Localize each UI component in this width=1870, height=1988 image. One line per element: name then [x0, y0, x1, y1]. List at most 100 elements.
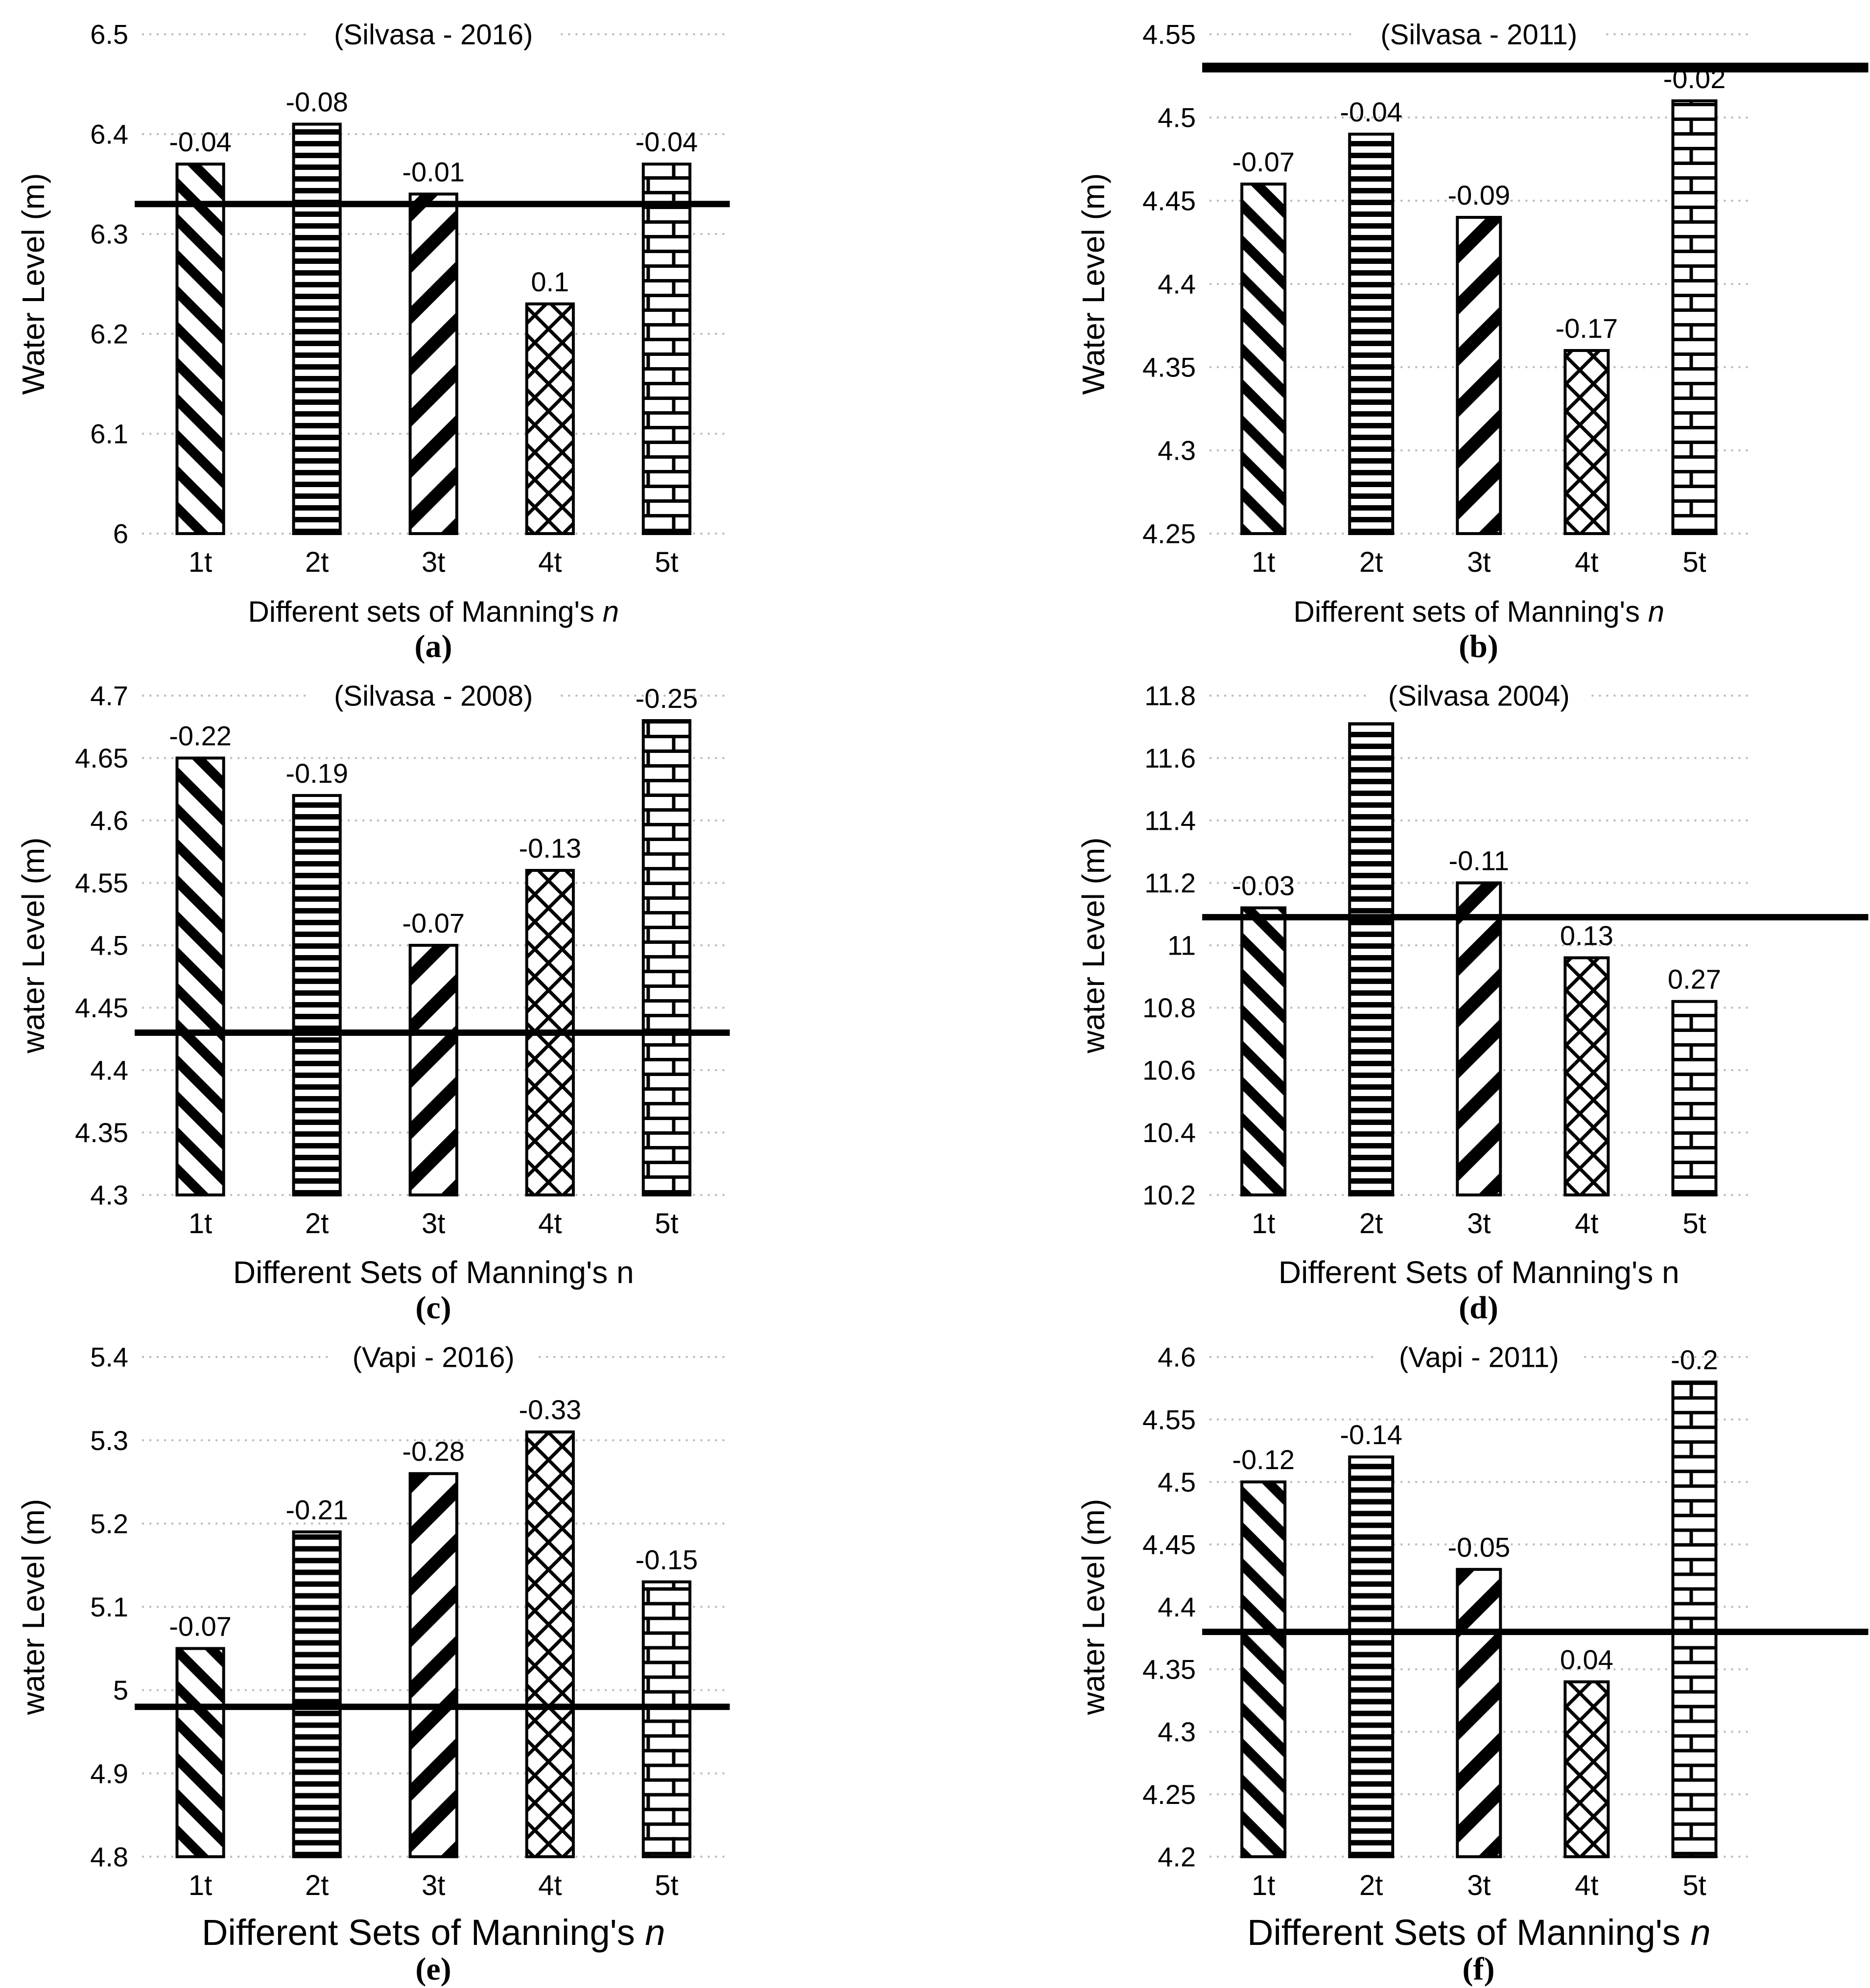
ytick-label: 5.4 — [90, 1342, 128, 1373]
ytick-label: 4.9 — [90, 1758, 128, 1789]
x-axis-label: Different sets of Manning's n — [1293, 595, 1664, 628]
y-axis-label: water Level (m) — [1076, 838, 1111, 1054]
bar-label-1t: -0.03 — [1232, 870, 1295, 901]
ytick-label: 11.4 — [1144, 805, 1196, 836]
bar-4t — [527, 1432, 573, 1857]
ytick-label: 4.5 — [1158, 102, 1196, 133]
xtick-label-4t: 4t — [1575, 1870, 1598, 1901]
chart-title: (Vapi - 2016) — [353, 1341, 515, 1373]
ytick-label: 4.3 — [1158, 1716, 1196, 1747]
y-axis-label: water Level (m) — [16, 1499, 51, 1715]
xtick-label-1t: 1t — [1251, 546, 1275, 578]
bar-label-4t: -0.13 — [519, 833, 581, 864]
xtick-label-4t: 4t — [538, 1870, 562, 1901]
chart-e: 4.84.955.15.25.35.4-0.071t-0.212t-0.283t… — [0, 1323, 935, 1985]
bar-label-3t: -0.09 — [1447, 180, 1510, 210]
xtick-label-4t: 4t — [538, 546, 562, 578]
x-axis-label: Different sets of Manning's n — [248, 595, 619, 628]
bar-label-1t: -0.07 — [169, 1611, 232, 1641]
bar-2t — [294, 124, 340, 534]
x-axis-label: Different Sets of Manning's n — [202, 1912, 665, 1953]
ytick-label: 4.4 — [90, 1055, 128, 1086]
bar-label-4t: 0.13 — [1560, 920, 1613, 951]
ytick-label: 5 — [113, 1675, 128, 1706]
chart-b: 4.254.34.354.44.454.54.55-0.071t-0.042t-… — [935, 0, 1870, 661]
ytick-label: 10.2 — [1142, 1180, 1196, 1211]
bar-2t — [294, 795, 340, 1195]
xtick-label-5t: 5t — [655, 1870, 678, 1901]
bar-5t — [643, 721, 690, 1195]
bar-3t — [1457, 883, 1500, 1195]
bar-4t — [1565, 351, 1608, 534]
chart-caption-c: (c) — [415, 1289, 451, 1327]
bar-label-3t: -0.05 — [1447, 1532, 1510, 1563]
xtick-label-1t: 1t — [1251, 1208, 1275, 1240]
xtick-label-5t: 5t — [655, 546, 678, 578]
ytick-label: 6.5 — [90, 19, 128, 50]
xtick-label-5t: 5t — [1682, 546, 1706, 578]
ytick-label: 4.6 — [90, 805, 128, 836]
bar-label-4t: 0.1 — [531, 266, 569, 297]
y-axis-label: Water Level (m) — [1076, 173, 1111, 395]
bar-label-4t: -0.17 — [1555, 313, 1618, 344]
chart-title: (Silvasa - 2016) — [334, 19, 533, 50]
ytick-label: 4.45 — [1142, 186, 1196, 216]
bar-3t — [410, 1473, 457, 1857]
bar-3t — [1457, 1569, 1500, 1857]
ytick-label: 4.35 — [1142, 352, 1196, 383]
xtick-label-5t: 5t — [1682, 1208, 1706, 1240]
ytick-label: 11 — [1167, 930, 1195, 961]
y-axis-label: Water Level (m) — [16, 173, 51, 395]
bar-5t — [643, 164, 690, 534]
ytick-label: 4.55 — [75, 867, 128, 898]
bar-label-1t: -0.04 — [169, 126, 232, 157]
bar-label-5t: -0.04 — [636, 126, 698, 157]
bar-label-2t: -0.21 — [285, 1494, 348, 1525]
bar-4t — [527, 304, 573, 534]
bar-label-3t: -0.07 — [402, 908, 465, 938]
xtick-label-3t: 3t — [422, 546, 445, 578]
chart-title: (Silvasa 2004) — [1388, 680, 1569, 712]
bar-2t — [1349, 1457, 1393, 1857]
bar-4t — [1565, 958, 1608, 1195]
y-axis-label: water Level (m) — [1076, 1499, 1111, 1715]
bar-label-5t: 0.27 — [1667, 964, 1721, 995]
ytick-label: 6.2 — [90, 319, 128, 350]
ytick-label: 10.6 — [1142, 1055, 1196, 1086]
bar-2t — [1349, 134, 1393, 534]
chart-caption-f: (f) — [1463, 1951, 1495, 1988]
chart-d: 10.210.410.610.81111.211.411.611.8-0.031… — [935, 661, 1870, 1323]
bar-1t — [1242, 184, 1285, 534]
ytick-label: 4.4 — [1158, 1591, 1196, 1622]
xtick-label-3t: 3t — [422, 1208, 445, 1240]
ytick-label: 4.7 — [90, 680, 128, 711]
ytick-label: 6 — [113, 518, 128, 549]
ytick-label: 5.2 — [90, 1508, 128, 1539]
xtick-label-2t: 2t — [305, 546, 329, 578]
x-axis-label: Different Sets of Manning's n — [233, 1255, 634, 1290]
xtick-label-2t: 2t — [305, 1208, 329, 1240]
chart-caption-b: (b) — [1459, 628, 1498, 665]
xtick-label-1t: 1t — [1251, 1870, 1275, 1901]
chart-title: (Silvasa - 2011) — [1380, 19, 1577, 50]
chart-caption-e: (e) — [415, 1951, 451, 1988]
chart-f: 4.24.254.34.354.44.454.54.554.6-0.121t-0… — [935, 1323, 1870, 1985]
bar-1t — [177, 164, 223, 534]
bar-label-5t: -0.15 — [636, 1544, 698, 1575]
ytick-label: 6.1 — [90, 419, 128, 449]
ytick-label: 4.3 — [90, 1180, 128, 1211]
bar-label-1t: -0.12 — [1232, 1444, 1295, 1475]
chart-title: (Vapi - 2011) — [1398, 1341, 1559, 1373]
bar-3t — [410, 194, 457, 534]
bar-label-1t: -0.22 — [169, 721, 232, 751]
xtick-label-2t: 2t — [305, 1870, 329, 1901]
bar-label-2t: -0.08 — [285, 87, 348, 117]
ytick-label: 4.8 — [90, 1841, 128, 1872]
ytick-label: 4.6 — [1158, 1342, 1196, 1373]
chart-title: (Silvasa - 2008) — [334, 680, 533, 712]
bar-label-2t: -0.14 — [1340, 1419, 1402, 1450]
bar-5t — [1673, 101, 1716, 534]
